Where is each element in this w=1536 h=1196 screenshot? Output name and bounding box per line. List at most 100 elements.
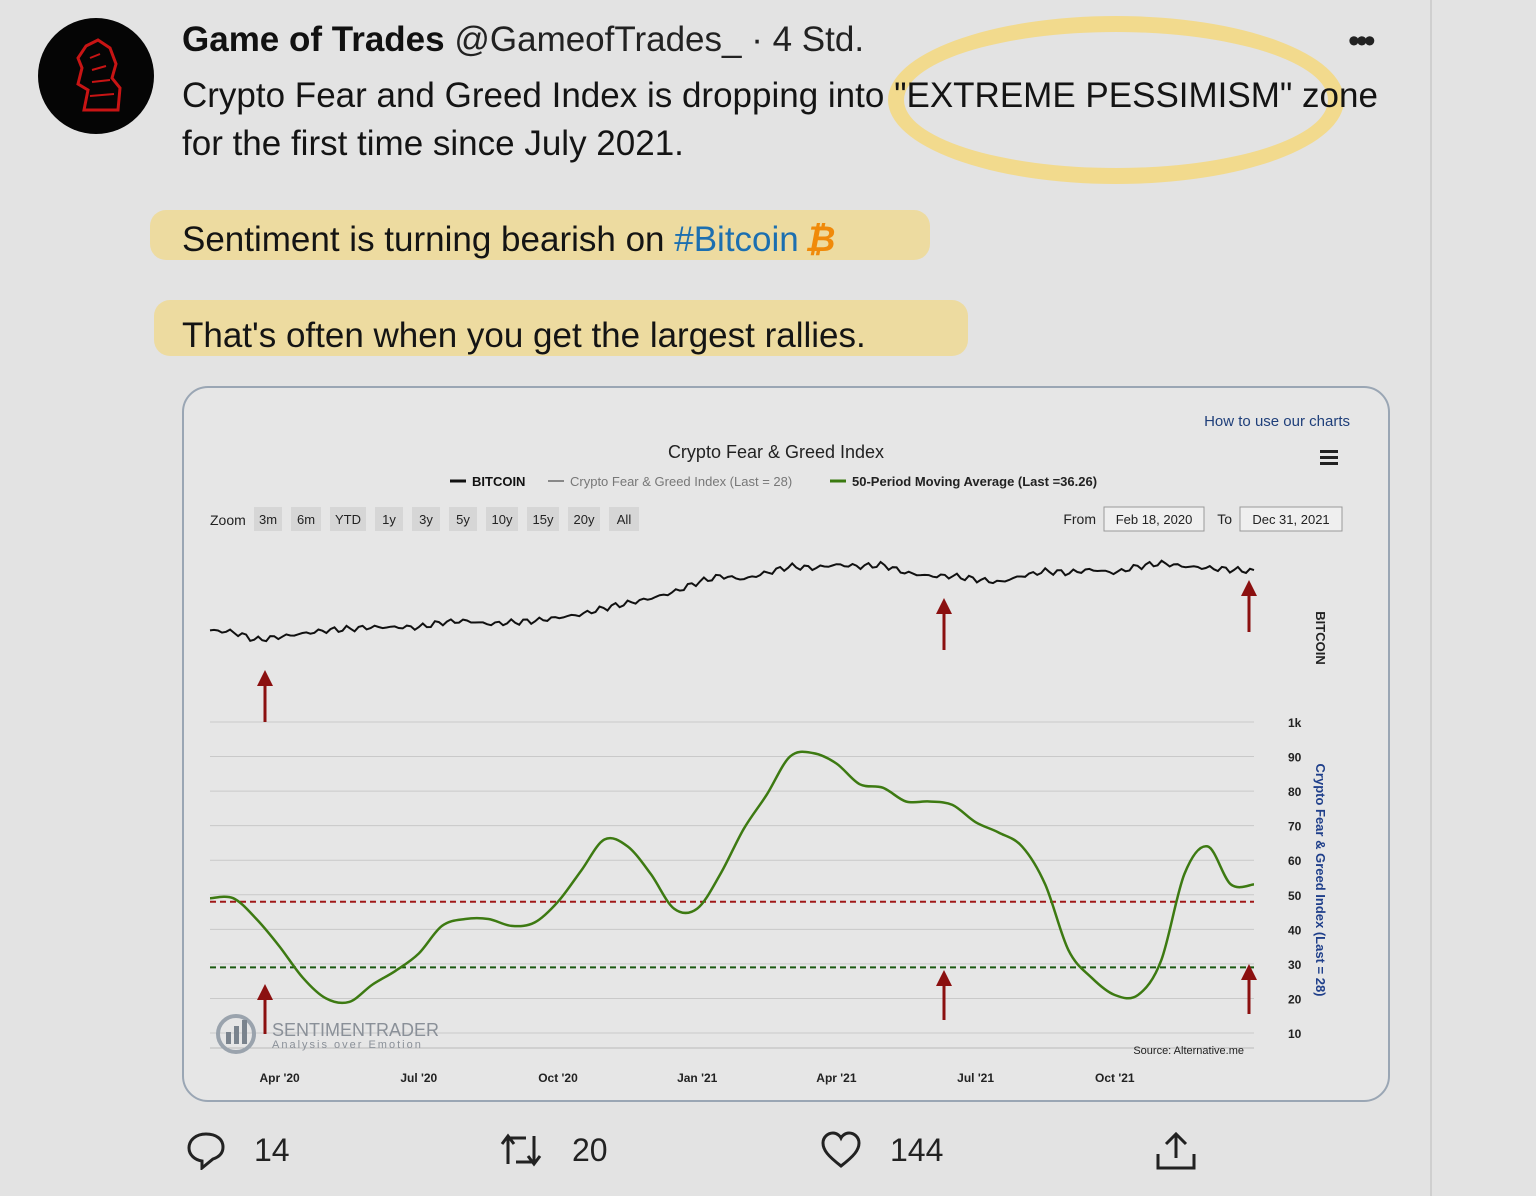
arrow-up-icon: [257, 984, 273, 1034]
tweet-text-line-1: Crypto Fear and Greed Index is dropping …: [182, 76, 1378, 115]
y-tick-label: 20: [1288, 992, 1302, 1006]
y-tick-label: 80: [1288, 785, 1302, 799]
display-name[interactable]: Game of Trades: [182, 20, 445, 59]
zoom-button-bg[interactable]: [449, 507, 477, 531]
arrow-up-icon: [936, 970, 952, 1020]
zoom-button-all[interactable]: All: [609, 507, 639, 531]
zoom-button-label[interactable]: YTD: [335, 512, 361, 527]
retweet-count: 20: [572, 1131, 608, 1168]
zoom-button-bg[interactable]: [568, 507, 600, 531]
x-tick-label: Jul '21: [957, 1071, 994, 1085]
bitcoin-hashtag[interactable]: #Bitcoin: [674, 220, 799, 259]
to-date-box[interactable]: [1239, 506, 1343, 532]
bitcoin-price-line: [209, 559, 1255, 643]
zoom-button-bg[interactable]: [375, 507, 403, 531]
zoom-button-20y[interactable]: 20y: [568, 507, 600, 531]
arrow-up-icon: [1241, 964, 1257, 1014]
separator-dot: ·: [751, 20, 763, 59]
highlight-line-3: [150, 210, 930, 260]
zoom-button-label[interactable]: 5y: [456, 512, 470, 527]
legend-bitcoin[interactable]: BITCOIN: [472, 474, 525, 489]
legend-moving-average[interactable]: 50-Period Moving Average (Last =36.26): [852, 474, 1097, 489]
reply-icon: [187, 1132, 225, 1170]
lower-axis-title: Crypto Fear & Greed Index (Last = 28): [1313, 764, 1328, 997]
y-tick-label: 60: [1288, 854, 1302, 868]
x-tick-label: Oct '20: [538, 1071, 578, 1085]
arrow-up-icon: [1241, 580, 1257, 632]
zoom-button-5y[interactable]: 5y: [449, 507, 477, 531]
y-tick-label: 10: [1288, 1027, 1302, 1041]
zoom-buttons: 3m 6m YTD 1y 3y 5y 10y 15y 20y All: [254, 507, 639, 531]
retweet-button[interactable]: 20: [498, 1130, 608, 1170]
x-tick-label: Oct '21: [1095, 1071, 1135, 1085]
arrow-up-icon: [257, 670, 273, 722]
x-tick-label: Jan '21: [677, 1071, 718, 1085]
zoom-button-label[interactable]: 3m: [259, 512, 277, 527]
zoom-label: Zoom: [210, 512, 246, 528]
user-handle[interactable]: @GameofTrades_: [454, 20, 742, 59]
timestamp[interactable]: 4 Std.: [772, 20, 865, 59]
zoom-button-label[interactable]: 15y: [533, 512, 554, 527]
x-tick-label: Apr '21: [816, 1071, 857, 1085]
x-axis-ticks: Apr '20 Jul '20 Oct '20 Jan '21 Apr '21 Jul '…: [259, 1071, 1134, 1085]
to-date-input[interactable]: Dec 31, 2021: [1252, 512, 1329, 527]
watermark-title: SENTIMENTRADER: [272, 1020, 439, 1040]
tweet-actions: 14 20 144: [0, 1130, 1536, 1190]
from-label: From: [1063, 511, 1096, 527]
lower-grid: [210, 721, 1254, 1049]
sentimentrader-logo: SENTIMENTRADER Analysis over Emotion: [216, 1014, 439, 1054]
upper-axis-title: BITCOIN: [1313, 611, 1328, 664]
tweet-text-line-2: for the first time since July 2021.: [182, 124, 684, 163]
column-divider: [1430, 0, 1432, 1196]
y-tick-label: 1k: [1288, 716, 1302, 730]
zoom-button-bg[interactable]: [291, 507, 321, 531]
y-tick-label: 90: [1288, 751, 1302, 765]
zoom-button-bg[interactable]: [330, 507, 366, 531]
y-tick-label: 50: [1288, 889, 1302, 903]
zoom-button-6m[interactable]: 6m: [291, 507, 321, 531]
reply-count: 14: [254, 1131, 290, 1168]
highlight-line-4: [154, 300, 968, 356]
source-label: Source: Alternative.me: [1133, 1045, 1244, 1057]
from-date-input[interactable]: Feb 18, 2020: [1116, 512, 1193, 527]
zoom-button-bg[interactable]: [486, 507, 518, 531]
from-date-box[interactable]: [1103, 506, 1205, 532]
moving-average-line: [209, 750, 1255, 1005]
chart-svg: How to use our charts Crypto Fear & Gree…: [209, 413, 1350, 1085]
like-button[interactable]: 144: [820, 1130, 943, 1170]
zoom-button-bg[interactable]: [527, 507, 559, 531]
legend-fear-greed[interactable]: Crypto Fear & Greed Index (Last = 28): [570, 474, 792, 489]
tweet-text-line-3: Sentiment is turning bearish on #Bitcoin…: [182, 220, 835, 260]
zoom-button-3m[interactable]: 3m: [254, 507, 282, 531]
zoom-button-label[interactable]: 6m: [297, 512, 315, 527]
watermark-subtitle: Analysis over Emotion: [272, 1039, 423, 1051]
zoom-button-label[interactable]: 1y: [382, 512, 396, 527]
zoom-button-15y[interactable]: 15y: [527, 507, 559, 531]
hamburger-menu-icon[interactable]: [1320, 450, 1338, 465]
legend: BITCOIN Crypto Fear & Greed Index (Last …: [450, 474, 1097, 489]
zoom-button-bg[interactable]: [609, 507, 639, 531]
zoom-button-1y[interactable]: 1y: [375, 507, 403, 531]
chart-image-card[interactable]: How to use our charts Crypto Fear & Gree…: [182, 386, 1390, 1102]
tweet-text-line-4: That's often when you get the largest ra…: [182, 316, 866, 355]
more-dots-icon[interactable]: •••: [1348, 22, 1376, 60]
reply-button[interactable]: 14: [186, 1130, 290, 1170]
avatar[interactable]: [38, 18, 154, 134]
y-axis-ticks: 1k 90 80 70 60 50 40 30 20 10: [1288, 716, 1302, 1041]
zoom-button-ytd[interactable]: YTD: [330, 507, 366, 531]
zoom-button-3y[interactable]: 3y: [412, 507, 440, 531]
y-tick-label: 40: [1288, 923, 1302, 937]
zoom-button-label[interactable]: All: [617, 512, 632, 527]
zoom-button-bg[interactable]: [412, 507, 440, 531]
zoom-button-bg[interactable]: [254, 507, 282, 531]
share-icon: [1156, 1131, 1196, 1170]
zoom-button-label[interactable]: 20y: [574, 512, 595, 527]
help-link[interactable]: How to use our charts: [1204, 413, 1350, 430]
zoom-button-label[interactable]: 10y: [492, 512, 513, 527]
y-tick-label: 70: [1288, 820, 1302, 834]
reference-lines: [210, 900, 1254, 969]
share-button[interactable]: [1154, 1130, 1198, 1172]
bitcoin-emoji-icon: ₿: [804, 220, 836, 259]
zoom-button-label[interactable]: 3y: [419, 512, 433, 527]
zoom-button-10y[interactable]: 10y: [486, 507, 518, 531]
